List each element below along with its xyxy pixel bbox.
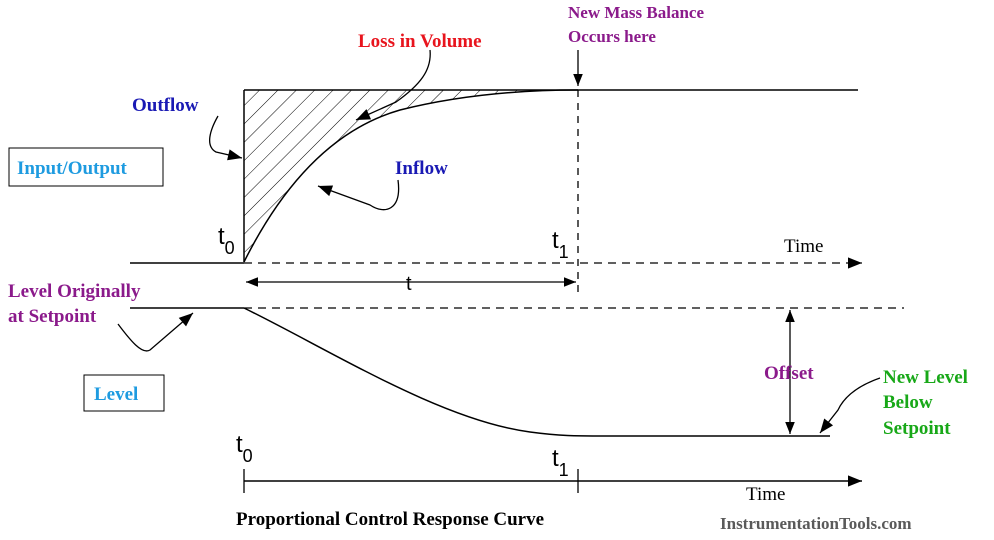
t1-top-subscript: 1 bbox=[559, 242, 569, 262]
loss-in-volume-label: Loss in Volume bbox=[358, 31, 482, 52]
t1-bottom-label: t1 bbox=[552, 445, 569, 480]
below-label: Below bbox=[883, 392, 933, 413]
setpoint-label: Setpoint bbox=[883, 418, 951, 439]
t0-top-label: t0 bbox=[218, 223, 235, 258]
time-bottom-label: Time bbox=[746, 484, 785, 505]
caption: Proportional Control Response Curve bbox=[236, 509, 544, 530]
level-response-curve bbox=[243, 307, 830, 437]
outflow-arrow bbox=[209, 115, 243, 161]
occurs-here-label: Occurs here bbox=[568, 27, 656, 46]
new-mass-balance-label: New Mass Balance bbox=[568, 3, 704, 22]
inflow-label: Inflow bbox=[395, 158, 448, 179]
t-interval-label: t bbox=[406, 273, 412, 295]
t0-top-subscript: 0 bbox=[225, 238, 235, 258]
outflow-label: Outflow bbox=[132, 95, 199, 116]
level-originally-arrow bbox=[117, 312, 194, 352]
t1-top-label: t1 bbox=[552, 227, 569, 262]
inflow-curve bbox=[243, 89, 579, 263]
input-output-label: Input/Output bbox=[17, 158, 128, 179]
loss-volume-hatched-area bbox=[244, 90, 578, 262]
loss-volume-arrow bbox=[355, 49, 431, 121]
t0-bottom-subscript: 0 bbox=[243, 446, 253, 466]
input-output-box bbox=[8, 147, 164, 187]
watermark: InstrumentationTools.com bbox=[720, 514, 912, 533]
new-level-arrow bbox=[819, 377, 881, 434]
level-originally-label: Level Originally bbox=[8, 281, 141, 302]
t1-bottom-subscript: 1 bbox=[559, 460, 569, 480]
t0-bottom-label: t0 bbox=[236, 431, 253, 466]
offset-label: Offset bbox=[764, 363, 814, 384]
new-level-label: New Level bbox=[883, 367, 968, 388]
inflow-arrow bbox=[317, 179, 400, 211]
at-setpoint-label: at Setpoint bbox=[8, 306, 97, 327]
level-box bbox=[83, 374, 165, 412]
time-top-label: Time bbox=[784, 236, 823, 257]
level-label: Level bbox=[94, 384, 138, 405]
